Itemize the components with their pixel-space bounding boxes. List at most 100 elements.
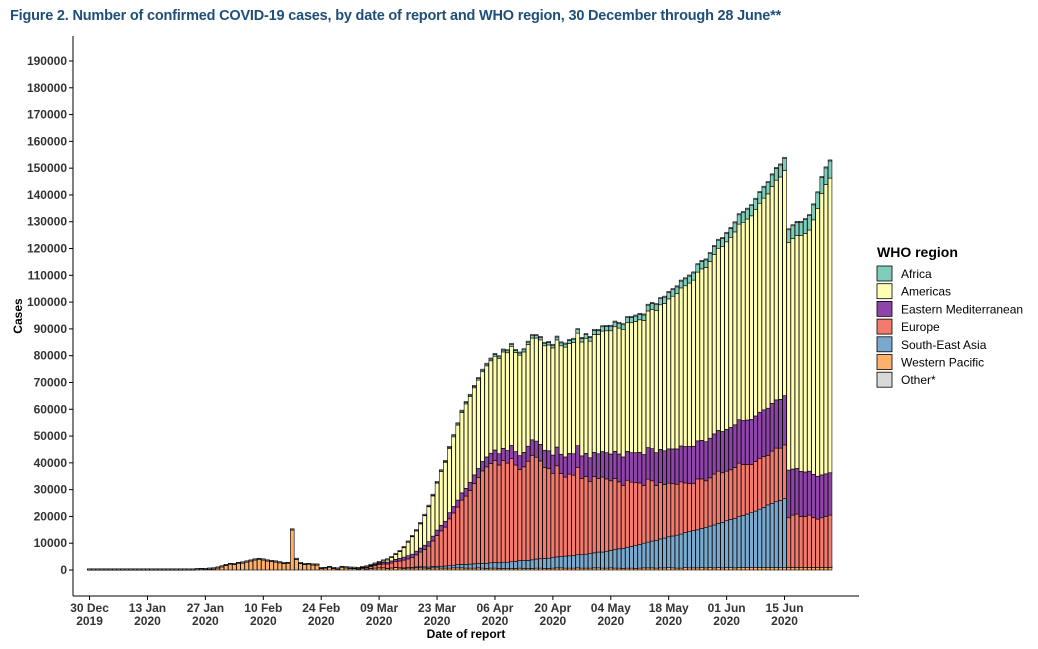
bar-segment	[720, 522, 725, 569]
bar-segment	[803, 218, 808, 220]
bar-segment	[112, 568, 117, 571]
bar-segment	[761, 507, 767, 568]
bar-segment	[678, 445, 684, 483]
bar-segment	[670, 288, 676, 290]
bar-segment	[505, 352, 510, 451]
bar-segment	[778, 176, 783, 400]
x-tick-label-year: 2020	[424, 614, 451, 628]
bar-segment	[695, 264, 700, 273]
bar-segment	[600, 330, 605, 452]
bar-segment	[645, 541, 651, 569]
bar-segment	[538, 336, 543, 338]
bar-segment	[228, 563, 233, 565]
bar-segment	[724, 470, 729, 522]
bar-segment	[740, 567, 746, 571]
bar-segment	[385, 558, 390, 561]
bar-segment	[612, 321, 618, 328]
bar-segment	[720, 431, 725, 474]
bar-segment	[769, 567, 775, 571]
bar-segment	[265, 560, 270, 571]
bar-segment	[116, 568, 121, 571]
bar-segment	[629, 481, 634, 547]
bar-segment	[414, 567, 419, 571]
bar-segment	[575, 567, 580, 571]
bar-segment	[600, 325, 605, 328]
bar-segment	[625, 479, 630, 548]
bar-segment	[228, 564, 233, 571]
bar-segment	[600, 476, 605, 553]
bar-segment	[625, 316, 630, 318]
x-tick-label: 20 Apr	[534, 601, 571, 615]
bar-segment	[410, 535, 415, 537]
bar-segment	[587, 553, 593, 569]
bar-segment	[765, 567, 771, 571]
bar-segment	[637, 319, 642, 453]
bar-segment	[612, 320, 618, 323]
bar-segment	[542, 341, 547, 344]
bar-segment	[790, 238, 796, 470]
bar-segment	[778, 399, 783, 449]
x-tick-label-year: 2020	[655, 614, 682, 628]
bar-segment	[707, 261, 713, 439]
bar-segment	[314, 564, 320, 571]
bar-segment	[666, 291, 671, 293]
bar-segment	[534, 456, 539, 560]
bar-segment	[807, 567, 812, 571]
bar-segment	[567, 339, 572, 341]
bar-segment	[240, 561, 245, 564]
bar-segment	[488, 360, 494, 454]
bar-segment	[774, 567, 779, 571]
x-tick-label: 23 Mar	[418, 601, 456, 615]
bar-segment	[728, 227, 733, 229]
bar-segment	[736, 516, 742, 568]
bar-segment	[521, 466, 527, 561]
bar-segment	[782, 444, 787, 499]
bar-segment	[641, 542, 647, 569]
x-tick-label: 24 Feb	[302, 601, 340, 615]
bar-segment	[699, 440, 705, 480]
bar-segment	[294, 558, 299, 571]
bar-segment	[306, 564, 312, 571]
bar-segment	[290, 529, 295, 571]
bar-segment	[575, 329, 580, 334]
bar-segment	[674, 483, 680, 536]
bar-segment	[438, 530, 444, 567]
bar-segment	[302, 563, 307, 565]
bar-segment	[426, 545, 431, 568]
bar-segment	[691, 279, 696, 447]
bar-segment	[691, 483, 696, 531]
bar-segment	[666, 448, 671, 484]
bar-segment	[736, 214, 742, 225]
bar-segment	[376, 567, 382, 571]
bar-segment	[451, 512, 456, 566]
bar-segment	[422, 513, 427, 516]
bar-segment	[740, 464, 746, 516]
bar-segment	[782, 157, 787, 171]
bar-segment	[612, 451, 618, 479]
bar-segment	[691, 567, 696, 571]
bar-segment	[509, 561, 514, 569]
x-tick-label: 09 Mar	[360, 601, 398, 615]
bar-segment	[165, 568, 171, 571]
y-tick-label: 170000	[27, 108, 67, 122]
bar-segment	[774, 167, 779, 169]
bar-segment	[472, 563, 477, 569]
bar-segment	[513, 349, 518, 351]
bar-segment	[306, 563, 312, 565]
bar-segment	[529, 439, 535, 456]
bar-segment	[232, 563, 237, 565]
bar-segment	[513, 561, 518, 569]
bar-segment	[558, 556, 564, 569]
bar-segment	[786, 469, 791, 519]
bar-segment	[761, 197, 767, 411]
bar-segment	[716, 247, 721, 431]
bar-segment	[542, 467, 547, 559]
legend-swatch	[876, 336, 893, 353]
x-tick-label: 30 Dec	[70, 601, 109, 615]
bar-segment	[778, 164, 783, 178]
bar-segment	[199, 568, 204, 570]
bar-segment	[488, 463, 494, 564]
bar-segment	[724, 241, 729, 430]
bar-segment	[174, 568, 179, 571]
bar-segment	[720, 246, 725, 432]
